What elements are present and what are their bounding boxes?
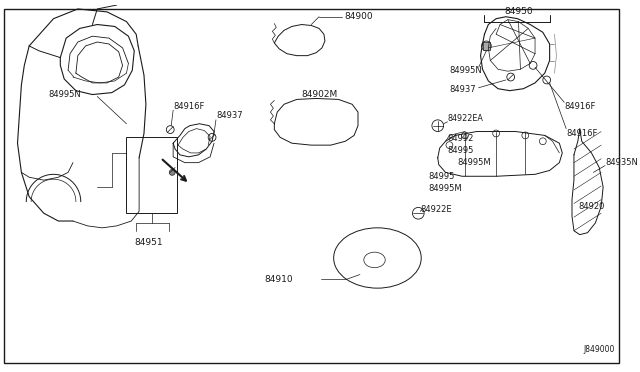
Text: 84916F: 84916F xyxy=(173,102,205,111)
Text: 84902M: 84902M xyxy=(301,90,338,99)
Text: 84916F: 84916F xyxy=(564,102,596,111)
Text: 84900: 84900 xyxy=(344,12,373,21)
Text: 84992: 84992 xyxy=(447,134,474,143)
Text: 84995M: 84995M xyxy=(428,185,461,193)
Text: 84995N: 84995N xyxy=(449,66,482,75)
Text: 84935N: 84935N xyxy=(605,158,638,167)
Text: 84910: 84910 xyxy=(264,275,293,284)
Text: 84951: 84951 xyxy=(134,238,163,247)
Text: 84995: 84995 xyxy=(447,147,474,155)
Text: 84937: 84937 xyxy=(216,112,243,121)
Text: 84995N: 84995N xyxy=(49,90,81,99)
Bar xyxy=(127,137,177,213)
Text: 84922E: 84922E xyxy=(420,205,452,214)
Text: 84995M: 84995M xyxy=(457,158,491,167)
Text: 84950: 84950 xyxy=(504,7,532,16)
Text: J849000: J849000 xyxy=(584,345,615,354)
Circle shape xyxy=(169,170,175,175)
Text: 84922EA: 84922EA xyxy=(447,114,483,124)
Bar xyxy=(483,42,490,50)
Text: 84916F: 84916F xyxy=(566,129,598,138)
Text: 84920: 84920 xyxy=(579,202,605,211)
Text: 84937: 84937 xyxy=(449,85,476,94)
Text: 84995: 84995 xyxy=(428,172,454,181)
